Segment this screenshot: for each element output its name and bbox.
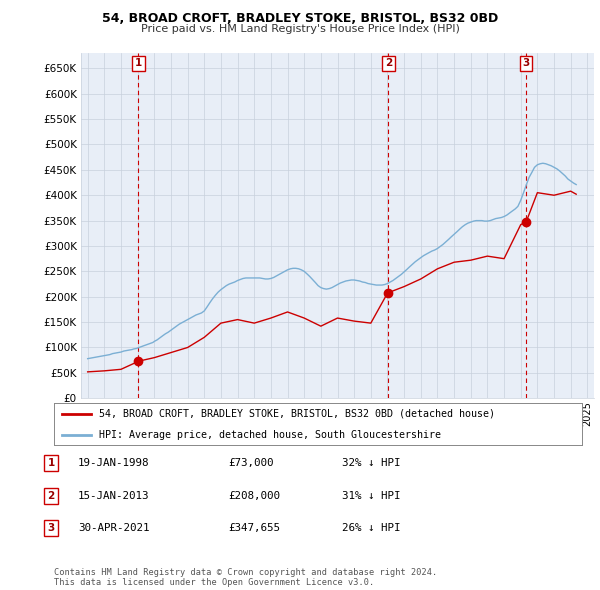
Text: £208,000: £208,000: [228, 491, 280, 500]
Text: 3: 3: [523, 58, 530, 68]
Text: 15-JAN-2013: 15-JAN-2013: [78, 491, 149, 500]
Text: £347,655: £347,655: [228, 523, 280, 533]
Text: HPI: Average price, detached house, South Gloucestershire: HPI: Average price, detached house, Sout…: [99, 430, 441, 440]
Text: Price paid vs. HM Land Registry's House Price Index (HPI): Price paid vs. HM Land Registry's House …: [140, 24, 460, 34]
Text: 54, BROAD CROFT, BRADLEY STOKE, BRISTOL, BS32 0BD: 54, BROAD CROFT, BRADLEY STOKE, BRISTOL,…: [102, 12, 498, 25]
Text: 26% ↓ HPI: 26% ↓ HPI: [342, 523, 401, 533]
Text: Contains HM Land Registry data © Crown copyright and database right 2024.
This d: Contains HM Land Registry data © Crown c…: [54, 568, 437, 587]
Text: 54, BROAD CROFT, BRADLEY STOKE, BRISTOL, BS32 0BD (detached house): 54, BROAD CROFT, BRADLEY STOKE, BRISTOL,…: [99, 409, 495, 418]
Text: £73,000: £73,000: [228, 458, 274, 468]
Text: 1: 1: [135, 58, 142, 68]
Text: 19-JAN-1998: 19-JAN-1998: [78, 458, 149, 468]
Text: 2: 2: [385, 58, 392, 68]
Text: 30-APR-2021: 30-APR-2021: [78, 523, 149, 533]
Text: 32% ↓ HPI: 32% ↓ HPI: [342, 458, 401, 468]
Text: 31% ↓ HPI: 31% ↓ HPI: [342, 491, 401, 500]
Text: 1: 1: [47, 458, 55, 468]
Text: 3: 3: [47, 523, 55, 533]
Text: 2: 2: [47, 491, 55, 500]
